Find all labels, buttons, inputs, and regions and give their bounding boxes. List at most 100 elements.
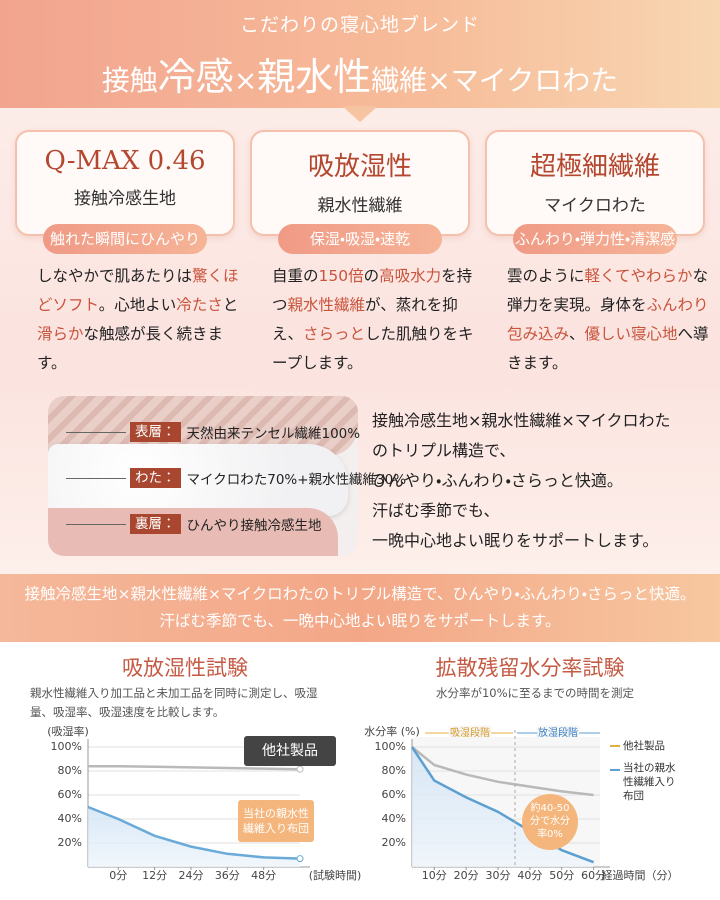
y-tick-label: 40% bbox=[382, 812, 406, 825]
description-text: へ導きます。 bbox=[507, 325, 709, 372]
description-text: な弾力を実現。身体を bbox=[507, 267, 709, 314]
highlight-text: 親水性繊維 bbox=[287, 296, 366, 314]
x-tick-label: 12分 bbox=[142, 869, 167, 882]
layer-label: わた： マイクロわた70%+親水性繊維30% bbox=[66, 467, 406, 489]
text-line: 一晩中心地よい眠りをサポートします。 bbox=[372, 531, 659, 550]
phase-label: 吸湿段階 bbox=[450, 726, 490, 739]
y-tick-label: 60% bbox=[58, 788, 82, 801]
feature-tag: 保湿・吸湿・速乾 bbox=[278, 224, 442, 254]
title-part: 親水性 bbox=[257, 55, 372, 99]
header: こだわりの寝心地ブレンド 接触冷感×親水性繊維×マイクロわた bbox=[0, 0, 720, 108]
charts-section: 20% 40% 60% 80% 100% 0分 12分 24分 36分 48分 (吸湿率) (試験時間… bbox=[0, 650, 720, 900]
y-tick-label: 20% bbox=[58, 836, 82, 849]
description-text: しなやかで肌あたりは bbox=[37, 267, 193, 285]
title-part: 接触 bbox=[101, 64, 158, 97]
charts-svg: 20% 40% 60% 80% 100% 0分 12分 24分 36分 48分 (吸湿率) (試験時間… bbox=[47, 724, 679, 882]
x-axis-label: 経過時間（分） bbox=[602, 869, 679, 882]
highlight-text: 高吸水力 bbox=[379, 267, 442, 285]
y-tick-label: 100% bbox=[51, 740, 82, 753]
highlight-text: 150倍 bbox=[318, 267, 364, 285]
description-text: した肌触りをキープします。 bbox=[272, 325, 474, 372]
feature-card: Q-MAX 0.46 接触冷感生地 bbox=[15, 130, 235, 236]
leader-line bbox=[66, 523, 126, 525]
feature-title: 吸放湿性 bbox=[307, 152, 412, 182]
layer-label: 表層： 天然由来テンセル繊維100% bbox=[66, 421, 360, 443]
legend-label: 他社製品 bbox=[623, 740, 665, 752]
y-tick-label: 80% bbox=[382, 764, 406, 777]
y-axis-label: (吸湿率) bbox=[47, 725, 89, 738]
description-text: 自重の bbox=[272, 267, 319, 285]
banner-line: 汗ばむ季節でも、一晩中心地よい眠りをサポートします。 bbox=[159, 612, 561, 630]
feature-subtitle: 接触冷感生地 bbox=[74, 189, 176, 209]
y-tick-label: 20% bbox=[382, 836, 406, 849]
line bbox=[411, 746, 594, 797]
layer-label: 裏層： ひんやり接触冷感生地 bbox=[66, 513, 322, 535]
x-tick-label: 10分 bbox=[422, 869, 447, 882]
chart-description: 水分率が10%に至るまでの時間を測定 bbox=[435, 686, 635, 700]
feature-tag: 触れた瞬間にひんやり bbox=[43, 224, 207, 254]
x-tick-label: 60分 bbox=[581, 869, 606, 882]
highlight-text: ふんわり包み込み bbox=[507, 296, 709, 343]
feature-subtitle: マイクロわた bbox=[544, 196, 646, 216]
header-arrow bbox=[342, 106, 378, 122]
title-part: 繊維 bbox=[371, 64, 428, 97]
y-tick-label: 80% bbox=[58, 764, 82, 777]
title-part: ×マイクロわた bbox=[427, 64, 619, 97]
y-axis-label: 水分率 (%) bbox=[364, 725, 420, 738]
feature-description: 自重の150倍の高吸水力を持つ親水性繊維が、蒸れを抑え、さらっとした肌触りをキー… bbox=[272, 262, 477, 378]
feature-tag: ふんわり・弾力性・清潔感 bbox=[513, 224, 677, 254]
description-text: な触感が長く続きます。 bbox=[37, 325, 224, 372]
feature-card: 超極細繊維マイクロわた bbox=[485, 130, 705, 236]
description-text: と bbox=[222, 296, 239, 314]
chart-description: 親水性繊維入り加工品と未加工品を同時に測定し、吸湿量、吸湿率、吸湿速度を比較しま… bbox=[30, 686, 318, 719]
x-axis-label: (試験時間) bbox=[309, 868, 362, 882]
line bbox=[410, 746, 595, 864]
text-line: ひんやり・ふんわり・さらっと快適。 bbox=[372, 471, 623, 490]
series-label: 他社製品 bbox=[244, 736, 336, 766]
highlight-text: 驚くほどソフト bbox=[37, 267, 239, 314]
badge bbox=[522, 794, 578, 850]
series-label: 当社の親水性繊維入り布団 bbox=[238, 800, 314, 842]
end-point bbox=[296, 765, 304, 773]
highlight-text: 滑らか bbox=[37, 325, 84, 343]
y-tick-label: 100% bbox=[375, 740, 406, 753]
y-tick-label: 60% bbox=[382, 788, 406, 801]
feature-description: 雲のように軽くてやわらかな弾力を実現。身体をふんわり包み込み、優しい寝心地へ導き… bbox=[507, 262, 712, 378]
description-text: 、 bbox=[569, 325, 585, 343]
description-text: が、蒸れを抑え、 bbox=[272, 296, 458, 343]
description-text: 雲のように bbox=[507, 267, 585, 285]
phase-label: 放湿段階 bbox=[538, 726, 578, 739]
leader-line bbox=[66, 477, 126, 479]
middle-layer bbox=[48, 444, 348, 516]
x-tick-label: 20分 bbox=[454, 869, 479, 882]
x-tick-label: 0分 bbox=[109, 869, 127, 882]
bottom-layer bbox=[48, 508, 338, 556]
subtitle: こだわりの寝心地ブレンド bbox=[239, 14, 480, 36]
feature-title: Q-MAX 0.46 bbox=[44, 146, 206, 176]
leader-line bbox=[66, 431, 126, 433]
legend-label: 当社の親水性繊維入り布団 bbox=[623, 762, 676, 802]
highlight-text: 軽くてやわらか bbox=[584, 267, 693, 285]
text-line: 接触冷感生地×親水性繊維×マイクロわた bbox=[372, 411, 671, 430]
title: 接触冷感×親水性繊維×マイクロわた bbox=[0, 46, 720, 101]
feature-title: 超極細繊維 bbox=[529, 152, 660, 182]
banner: 接触冷感生地×親水性繊維×マイクロわたのトリプル構造で、ひんやり・ふんわり・さら… bbox=[0, 574, 720, 642]
x-tick-label: 36分 bbox=[215, 869, 240, 882]
title-part: × bbox=[233, 64, 258, 97]
line bbox=[87, 805, 301, 860]
chart-title: 吸放湿性試験 bbox=[122, 656, 248, 680]
layer-text: 接触冷感生地×親水性繊維×マイクロわた のトリプル構造で、 ひんやり・ふんわり・さら… bbox=[372, 406, 671, 556]
badge-text: 約40-50分で水分率0% bbox=[530, 803, 570, 840]
layer-image bbox=[48, 396, 358, 556]
highlight-text: 優しい寝心地 bbox=[584, 325, 678, 343]
line bbox=[88, 764, 301, 771]
layer-text: ひんやり接触冷感生地 bbox=[186, 518, 322, 534]
title-part: 冷感 bbox=[157, 55, 234, 99]
text-line: 汗ばむ季節でも、 bbox=[372, 501, 500, 520]
feature-subtitle: 親水性繊維 bbox=[317, 196, 403, 216]
y-tick-label: 40% bbox=[58, 812, 82, 825]
description-text: 。心地よい bbox=[98, 296, 177, 314]
end-point bbox=[296, 855, 304, 863]
highlight-text: 冷たさ bbox=[176, 296, 223, 314]
